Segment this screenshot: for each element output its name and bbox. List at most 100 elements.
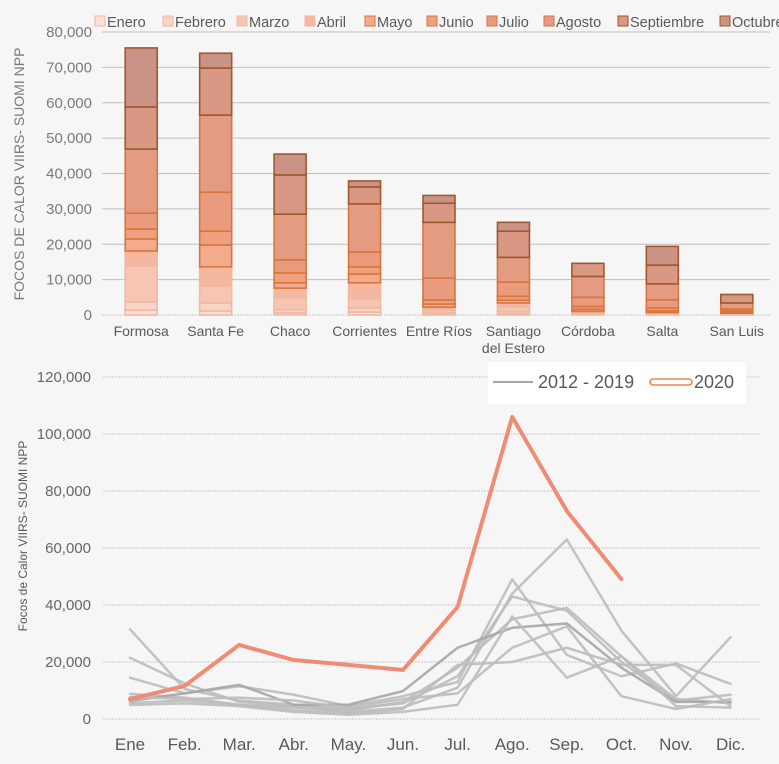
bar-segment-abril [198, 266, 233, 287]
category-label: Santa Fe [187, 323, 244, 339]
legend-swatch [426, 15, 438, 27]
y-tick-label: 40,000 [46, 166, 92, 183]
bar-segment-octubre [496, 221, 531, 232]
bar-segment-abril [273, 287, 307, 299]
y-tick-label: 50,000 [46, 130, 92, 147]
y-tick-label: 100,000 [37, 426, 91, 443]
legend-label: Febrero [175, 15, 226, 31]
month-label: Mar. [223, 735, 256, 754]
y-tick-label: 40,000 [45, 597, 91, 614]
legend-swatch [94, 15, 106, 27]
line-chart: 020,00040,00060,00080,000100,000120,000 … [16, 362, 760, 754]
bar-segment-septiembre [571, 262, 605, 278]
y-tick-label: 30,000 [46, 201, 92, 218]
bottom-y-axis-label: Focos de Calor VIIRS- SUOMI NPP [16, 441, 30, 632]
bar-segment-junio [124, 228, 159, 240]
month-label: Jun. [387, 735, 419, 754]
bar-segment-julio [496, 281, 531, 298]
legend-swatch [236, 15, 248, 27]
y-tick-label: 0 [84, 307, 92, 324]
category-label: del Estero [482, 340, 545, 356]
bar-segment-agosto [273, 213, 307, 261]
bar-segment-mayo [347, 273, 382, 284]
series-line-2012-2019 [128, 622, 732, 706]
bar-segment-octubre [124, 47, 159, 108]
legend-label: Mayo [377, 15, 412, 31]
month-label: Ago. [495, 735, 530, 754]
month-label: Dic. [716, 735, 745, 754]
series-line-2012-2019 [128, 615, 732, 716]
series-line-2012-2019 [128, 625, 732, 711]
bar-segment-septiembre [496, 230, 531, 259]
bar-segment-febrero [198, 302, 233, 312]
y-tick-label: 80,000 [45, 483, 91, 500]
legend-swatch [543, 15, 555, 27]
y-tick-label: 60,000 [45, 540, 91, 557]
y-tick-label: 10,000 [46, 272, 92, 289]
legend-label: Abril [317, 15, 346, 31]
bar-segment-mayo [198, 244, 233, 268]
bar-segment-julio [347, 251, 382, 268]
category-label: Salta [646, 323, 678, 339]
category-label: Córdoba [561, 323, 615, 339]
legend-swatch [486, 15, 498, 27]
month-label: Ene [115, 735, 145, 754]
legend-label: Junio [439, 15, 474, 31]
bar-segment-marzo [124, 265, 159, 303]
category-label: Chaco [270, 323, 311, 339]
legend-label: Marzo [249, 15, 289, 31]
legend-label: 2020 [694, 372, 734, 392]
bar-segment-septiembre [422, 202, 456, 224]
bar-segment-marzo [273, 296, 307, 311]
legend-swatch [617, 15, 629, 27]
legend-label: Agosto [556, 15, 601, 31]
series-line-2020 [128, 414, 624, 702]
bar-segment-junio [273, 272, 307, 284]
bar-segment-septiembre [273, 174, 307, 215]
bar-segment-octubre [273, 153, 307, 176]
category-label: Formosa [114, 323, 169, 339]
bar-segment-julio [198, 191, 233, 232]
legend-label: 2012 - 2019 [538, 372, 634, 392]
bar-segment-mayo [124, 238, 159, 252]
month-label: Nov. [659, 735, 693, 754]
bar-segment-septiembre [347, 186, 382, 205]
y-tick-label: 20,000 [45, 654, 91, 671]
legend-label: Julio [499, 15, 529, 31]
bar-segment-octubre [422, 194, 456, 205]
bar-segment-abril [347, 282, 382, 300]
bar-segment-marzo [198, 285, 233, 304]
month-label: Jul. [444, 735, 470, 754]
bar-segment-agosto [719, 302, 754, 310]
bar-segment-julio [273, 259, 307, 274]
bar-segment-junio [198, 230, 233, 246]
legend-swatch [304, 15, 316, 27]
y-tick-label: 80,000 [46, 24, 92, 41]
y-tick-label: 120,000 [37, 369, 91, 386]
bar-segment-agosto [645, 283, 680, 301]
legend-label: Octubre [732, 15, 779, 31]
bar-segment-octubre [645, 245, 680, 266]
y-tick-label: 0 [83, 711, 91, 728]
bar-segment-agosto [422, 221, 456, 280]
bar-segment-octubre [198, 52, 233, 69]
bar-segment-septiembre [198, 67, 233, 116]
bar-segment-agosto [571, 275, 605, 299]
bar-segment-julio [124, 212, 159, 230]
bar-segment-julio [645, 298, 680, 309]
month-label: Sep. [549, 735, 584, 754]
bar-segment-septiembre [124, 106, 159, 150]
bar-segment-junio [347, 266, 382, 275]
month-label: Oct. [606, 735, 637, 754]
category-label: Corrientes [332, 323, 397, 339]
y-tick-label: 20,000 [46, 236, 92, 253]
category-label: Entre Ríos [406, 323, 472, 339]
bar-segment-marzo [347, 297, 382, 309]
legend-swatch [162, 15, 174, 27]
category-label: San Luis [710, 323, 764, 339]
y-tick-label: 70,000 [46, 59, 92, 76]
month-label: May. [331, 735, 367, 754]
bar-segment-agosto [347, 203, 382, 253]
top-y-axis-label: FOCOS DE CALOR VIIRS- SUOMI NPP [11, 48, 27, 301]
